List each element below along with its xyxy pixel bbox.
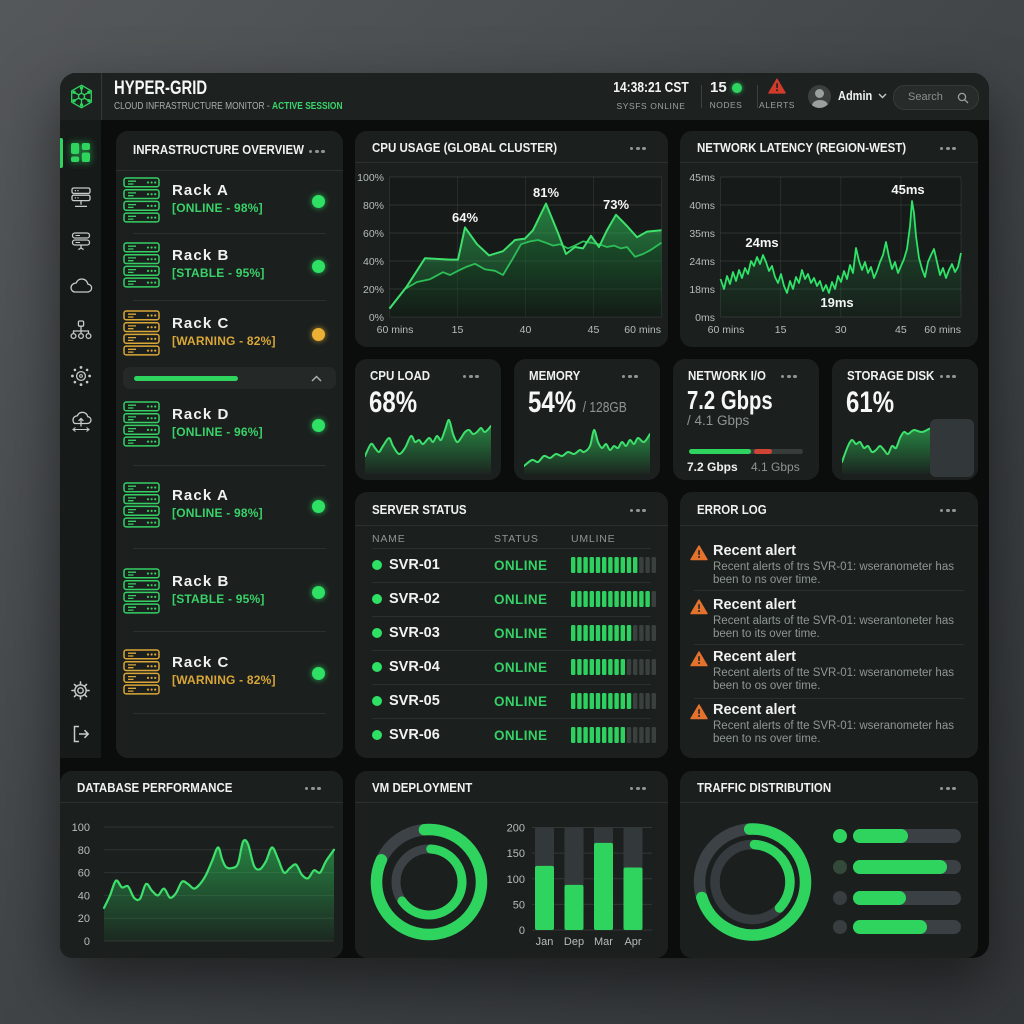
svg-text:18ms: 18ms	[689, 284, 715, 296]
svg-text:100: 100	[507, 874, 525, 886]
svg-text:24ms: 24ms	[689, 256, 715, 268]
svg-text:81%: 81%	[533, 185, 559, 200]
svg-text:60 mins: 60 mins	[377, 324, 414, 336]
svg-text:80: 80	[78, 845, 90, 857]
svg-text:40ms: 40ms	[689, 200, 715, 212]
svg-text:20%: 20%	[363, 284, 384, 296]
svg-text:200: 200	[507, 823, 525, 835]
svg-text:60 mins: 60 mins	[924, 324, 961, 336]
svg-text:0ms: 0ms	[695, 312, 715, 324]
svg-text:100%: 100%	[357, 172, 384, 184]
svg-text:40: 40	[78, 890, 90, 902]
svg-text:45ms: 45ms	[689, 172, 715, 184]
svg-text:40: 40	[520, 324, 532, 336]
svg-text:0: 0	[84, 936, 90, 948]
svg-text:150: 150	[507, 848, 525, 860]
svg-text:15: 15	[775, 324, 787, 336]
svg-text:Dep: Dep	[564, 936, 584, 948]
svg-text:60 mins: 60 mins	[708, 324, 745, 336]
svg-text:60 mins: 60 mins	[624, 324, 661, 336]
svg-text:0%: 0%	[369, 312, 384, 324]
svg-text:30: 30	[835, 324, 847, 336]
svg-text:24ms: 24ms	[745, 235, 778, 250]
svg-text:64%: 64%	[452, 210, 478, 225]
svg-text:15: 15	[452, 324, 464, 336]
svg-text:45ms: 45ms	[891, 182, 924, 197]
svg-text:20: 20	[78, 913, 90, 925]
svg-text:35ms: 35ms	[689, 228, 715, 240]
svg-text:40%: 40%	[363, 256, 384, 268]
svg-text:Jan: Jan	[536, 936, 554, 948]
svg-text:0: 0	[519, 925, 525, 937]
svg-text:50: 50	[513, 899, 525, 911]
svg-text:100: 100	[72, 822, 90, 834]
svg-text:Apr: Apr	[624, 936, 641, 948]
svg-text:Mar: Mar	[594, 936, 613, 948]
svg-text:80%: 80%	[363, 200, 384, 212]
svg-text:19ms: 19ms	[820, 295, 853, 310]
svg-text:60%: 60%	[363, 228, 384, 240]
svg-text:60: 60	[78, 868, 90, 880]
svg-text:45: 45	[588, 324, 600, 336]
svg-text:45: 45	[895, 324, 907, 336]
svg-text:73%: 73%	[603, 197, 629, 212]
